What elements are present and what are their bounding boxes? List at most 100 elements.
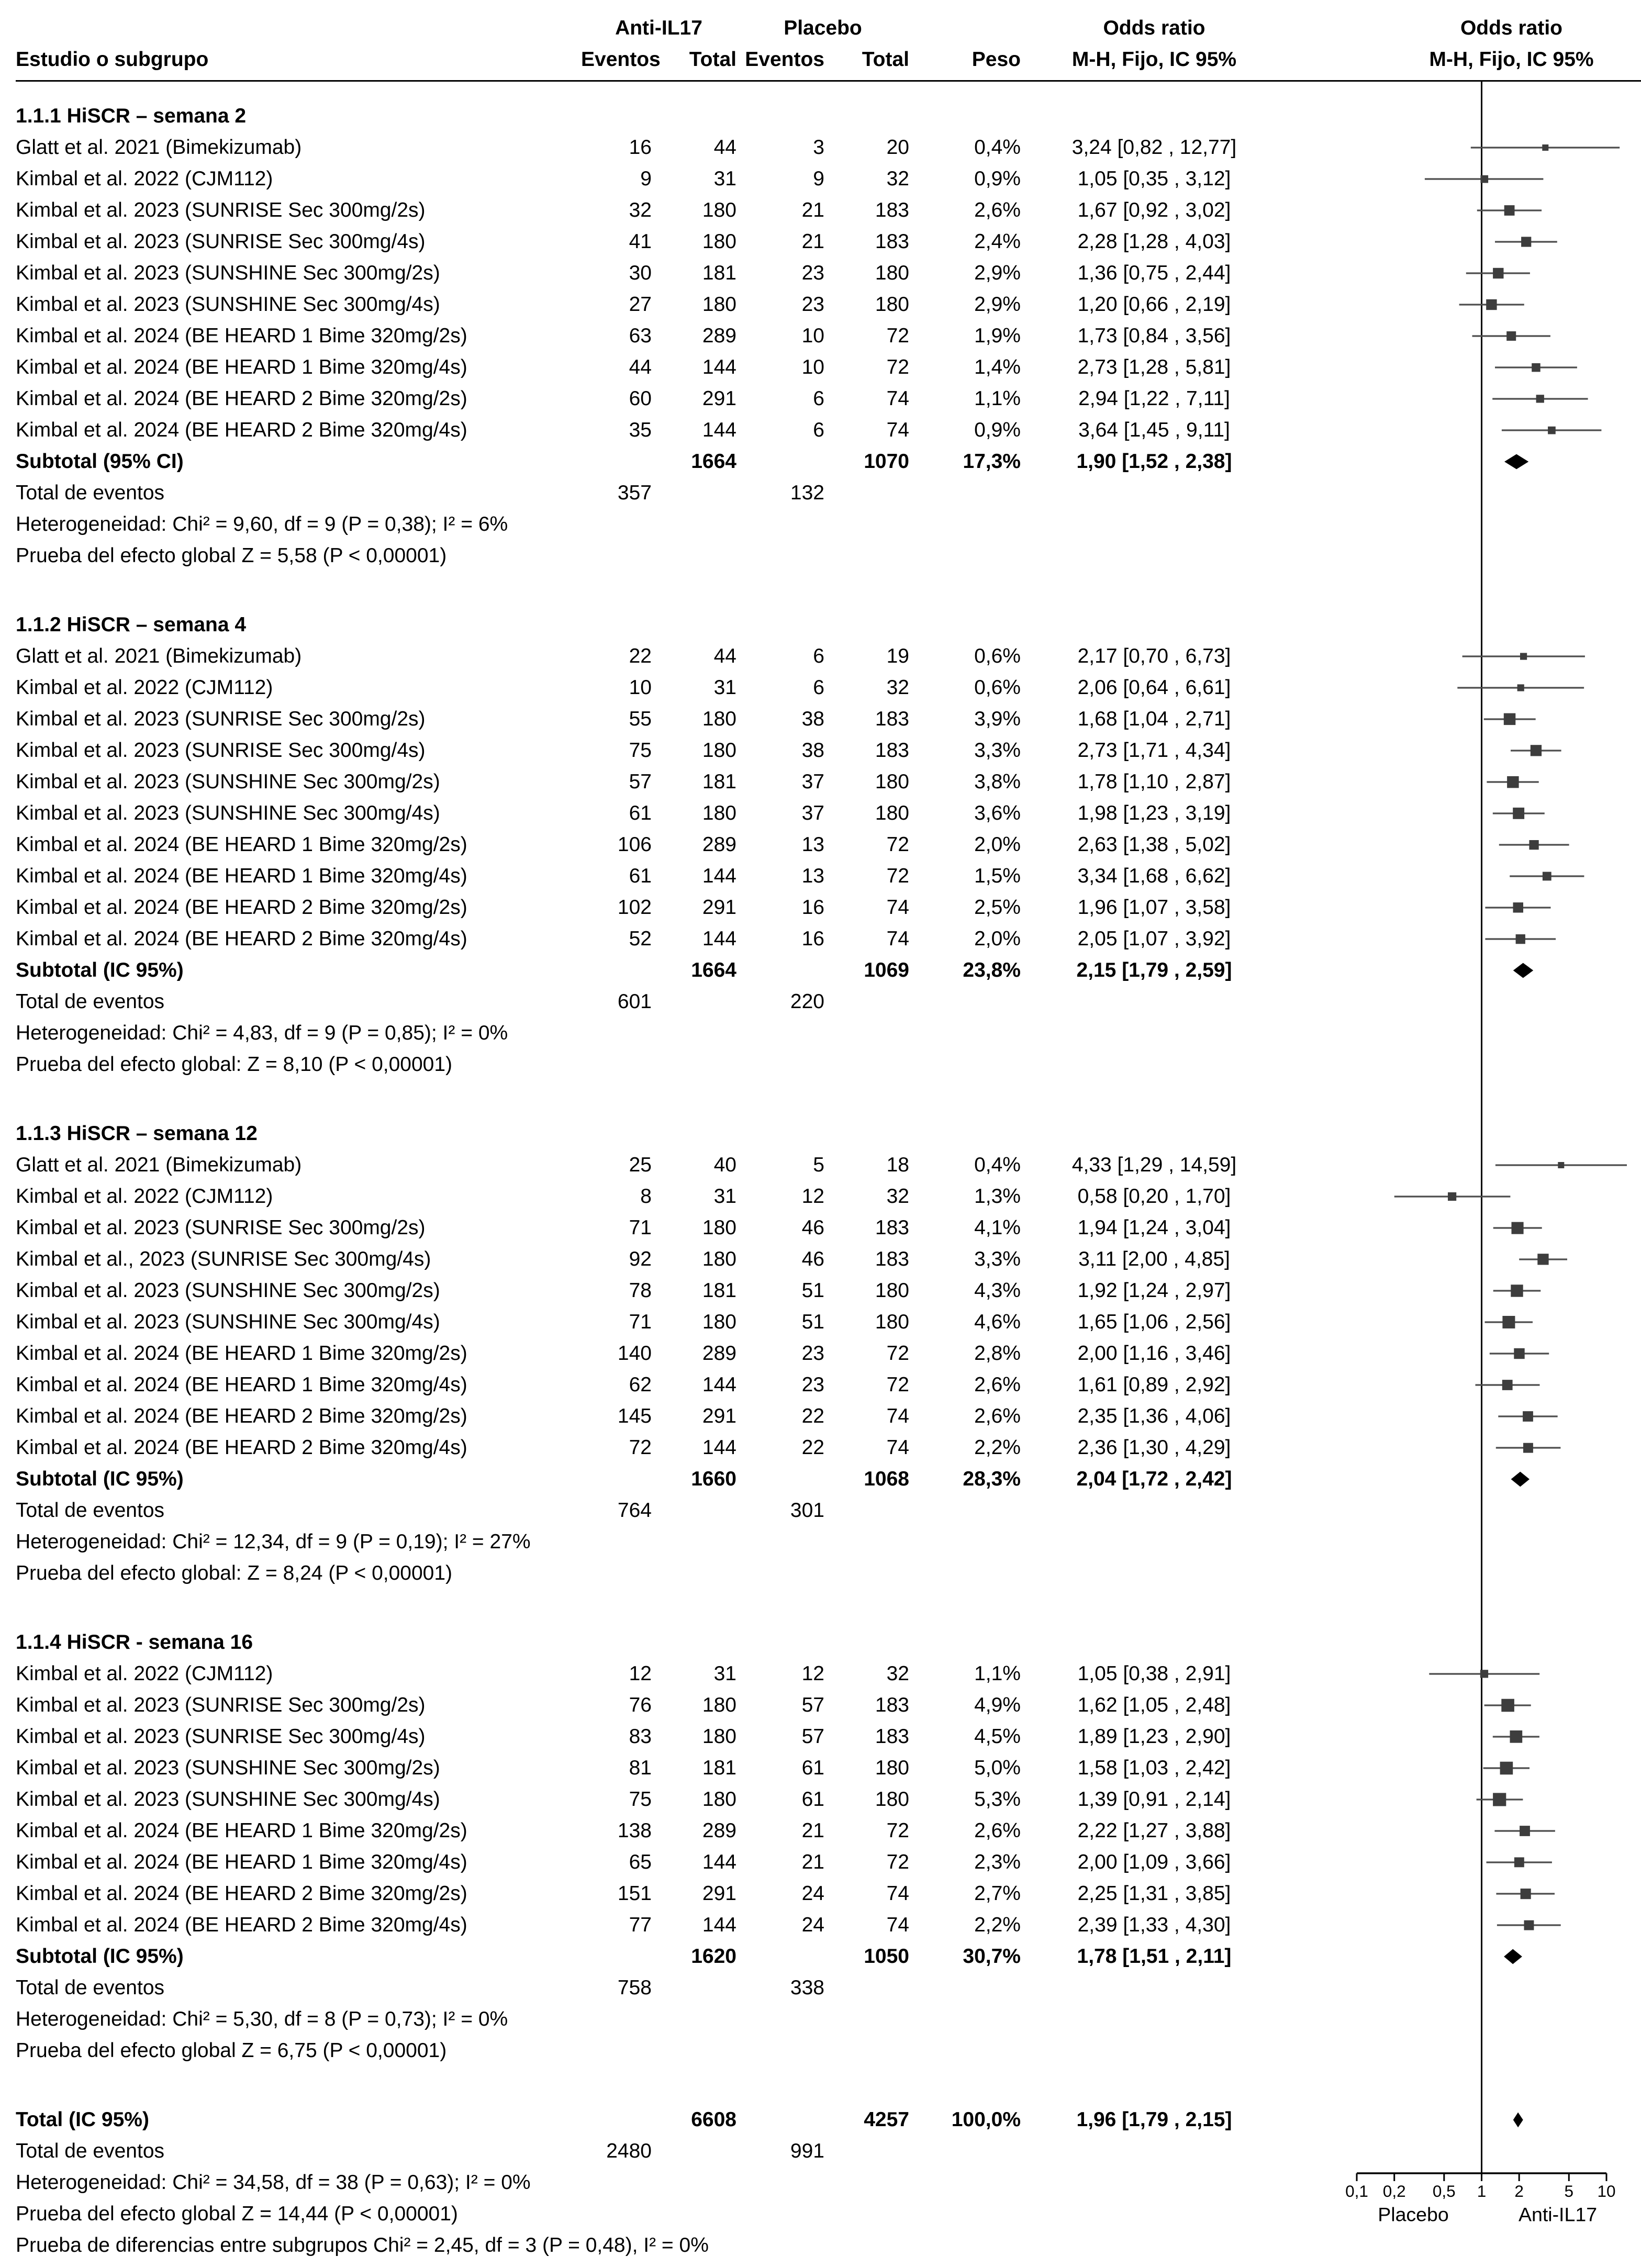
forest-plot-cell bbox=[1288, 1526, 1641, 1558]
or-ci-text: 3,11 [2,00 , 4,85] bbox=[1078, 1247, 1230, 1270]
study-row: Glatt et al. 2021 (Bimekizumab) 22 44 6 19 0,… bbox=[16, 641, 1641, 672]
weight-value: 1,9% bbox=[974, 323, 1021, 347]
forest-ci bbox=[1492, 395, 1588, 403]
forest-plot-cell bbox=[1288, 1181, 1641, 1212]
or-ci-text bbox=[1021, 1558, 1288, 1589]
or-marker bbox=[1502, 1316, 1515, 1328]
study-row: Kimbal et al. 2024 (BE HEARD 2 Bime 320m… bbox=[16, 415, 1641, 446]
total-anti-il17: 180 bbox=[702, 1724, 736, 1748]
or-ci-text bbox=[1021, 1118, 1288, 1149]
or-ci-text bbox=[1021, 477, 1288, 509]
or-marker bbox=[1507, 776, 1519, 788]
or-marker bbox=[1480, 175, 1489, 183]
or-marker bbox=[1536, 395, 1544, 403]
or-marker bbox=[1537, 1254, 1549, 1265]
forest-plot-cell bbox=[1288, 1306, 1641, 1338]
events-placebo bbox=[736, 1463, 824, 1495]
or-ci-text bbox=[1021, 100, 1288, 132]
weight-value: 0,4% bbox=[974, 135, 1021, 159]
weight-value bbox=[909, 1049, 1021, 1080]
events-placebo: 12 bbox=[801, 1184, 824, 1208]
or-ci-text: 2,06 [0,64 , 6,61] bbox=[1077, 675, 1231, 699]
or-ci-text: 2,15 [1,79 , 2,59] bbox=[1076, 958, 1232, 981]
axis-tick-label: 10 bbox=[1597, 2182, 1615, 2200]
header-spacer bbox=[16, 13, 581, 44]
study-row: Kimbal et al. 2023 (SUNSHINE Sec 300mg/4… bbox=[16, 289, 1641, 320]
total-placebo: 32 bbox=[886, 166, 909, 190]
or-ci-text: 1,68 [1,04 , 2,71] bbox=[1077, 707, 1231, 730]
weight-value: 3,3% bbox=[974, 738, 1021, 762]
total-placebo: 19 bbox=[886, 644, 909, 667]
total-events-row: Total de eventos 357 132 bbox=[16, 477, 1641, 509]
study-label: Kimbal et al. 2023 (SUNSHINE Sec 300mg/4… bbox=[16, 1787, 440, 1811]
spacer-row bbox=[16, 2066, 1641, 2104]
forest-plot-cell bbox=[1288, 1212, 1641, 1244]
total-anti-il17 bbox=[652, 1558, 736, 1589]
or-ci-text: 2,04 [1,72 , 2,42] bbox=[1076, 1467, 1232, 1490]
or-ci-text: 1,98 [1,23 , 3,19] bbox=[1077, 801, 1231, 824]
events-anti-il17: 52 bbox=[629, 926, 652, 950]
weight-value: 4,1% bbox=[974, 1215, 1021, 1239]
total-label: Total (IC 95%) bbox=[16, 2107, 149, 2131]
study-row: Kimbal et al. 2023 (SUNRISE Sec 300mg/4s… bbox=[16, 1721, 1641, 1752]
events-anti-il17: 16 bbox=[629, 135, 652, 159]
weight-value: 2,2% bbox=[974, 1435, 1021, 1459]
events-placebo: 9 bbox=[813, 166, 824, 190]
events-anti-il17: 92 bbox=[629, 1247, 652, 1270]
events-placebo: 16 bbox=[801, 895, 824, 919]
total-placebo: 74 bbox=[886, 1913, 909, 1936]
events-placebo: 24 bbox=[801, 1913, 824, 1936]
events-anti-il17: 75 bbox=[629, 1787, 652, 1811]
or-ci-text bbox=[1021, 1526, 1288, 1558]
or-marker bbox=[1520, 653, 1527, 660]
total-placebo: 20 bbox=[886, 135, 909, 159]
weight-value bbox=[909, 609, 1021, 641]
study-row: Kimbal et al. 2023 (SUNSHINE Sec 300mg/2… bbox=[16, 1275, 1641, 1306]
weight-value bbox=[909, 1627, 1021, 1658]
total-anti-il17 bbox=[652, 1526, 736, 1558]
or-ci-text bbox=[1021, 609, 1288, 641]
weight-value bbox=[909, 1118, 1021, 1149]
heterogeneity-row: Heterogeneidad: Chi² = 12,34, df = 9 (P … bbox=[16, 1526, 1641, 1558]
forest-plot-cell bbox=[1288, 798, 1641, 829]
total-placebo: 74 bbox=[886, 1881, 909, 1905]
or-marker bbox=[1524, 1920, 1534, 1930]
forest-plot-cell bbox=[1288, 82, 1641, 100]
weight-value bbox=[909, 2035, 1021, 2066]
forest-plot-cell bbox=[1288, 2198, 1641, 2230]
total-anti-il17: 40 bbox=[713, 1153, 736, 1176]
forest-plot-cell bbox=[1288, 195, 1641, 226]
forest-ci bbox=[1495, 363, 1577, 372]
study-row: Kimbal et al. 2023 (SUNRISE Sec 300mg/2s… bbox=[16, 1212, 1641, 1244]
events-placebo: 51 bbox=[801, 1310, 824, 1333]
total-placebo bbox=[824, 1049, 909, 1080]
forest-plot-cell: 0,1 0,2 0,5 1 2 5 10 Placebo Anti-IL17 bbox=[1288, 2167, 1641, 2226]
weight-value bbox=[909, 540, 1021, 572]
diamond-shape bbox=[1513, 2112, 1523, 2128]
weight-value bbox=[909, 1526, 1021, 1558]
or-ci-text: 1,78 [1,10 , 2,87] bbox=[1077, 769, 1231, 793]
or-marker bbox=[1521, 237, 1532, 247]
or-ci-text bbox=[1021, 509, 1288, 540]
or-marker bbox=[1500, 1761, 1513, 1775]
events-anti-il17: 145 bbox=[617, 1404, 652, 1427]
or-ci-text: 1,92 [1,24 , 2,97] bbox=[1077, 1278, 1231, 1302]
study-label: Kimbal et al. 2023 (SUNSHINE Sec 300mg/2… bbox=[16, 1756, 440, 1779]
overall-effect-row: Prueba del efecto global Z = 6,75 (P < 0… bbox=[16, 2035, 1641, 2066]
or-ci-text bbox=[1021, 1018, 1288, 1049]
weight-value: 2,6% bbox=[974, 1372, 1021, 1396]
column-group-anti-il17: Anti-IL17 bbox=[615, 16, 702, 39]
events-placebo: 61 bbox=[801, 1756, 824, 1779]
spacer bbox=[16, 82, 1288, 100]
study-row: Kimbal et al. 2023 (SUNSHINE Sec 300mg/4… bbox=[16, 1784, 1641, 1815]
forest-ci bbox=[1510, 872, 1584, 881]
total-placebo: 32 bbox=[886, 1661, 909, 1685]
weight-value: 17,3% bbox=[963, 449, 1021, 473]
total-anti-il17 bbox=[652, 986, 736, 1018]
forest-plot-cell bbox=[1288, 1369, 1641, 1401]
events-anti-il17 bbox=[581, 509, 652, 540]
total-placebo: 183 bbox=[875, 1693, 909, 1716]
events-placebo: 23 bbox=[801, 292, 824, 316]
or-ci-text bbox=[1021, 1972, 1288, 2004]
events-anti-il17: 71 bbox=[629, 1310, 652, 1333]
